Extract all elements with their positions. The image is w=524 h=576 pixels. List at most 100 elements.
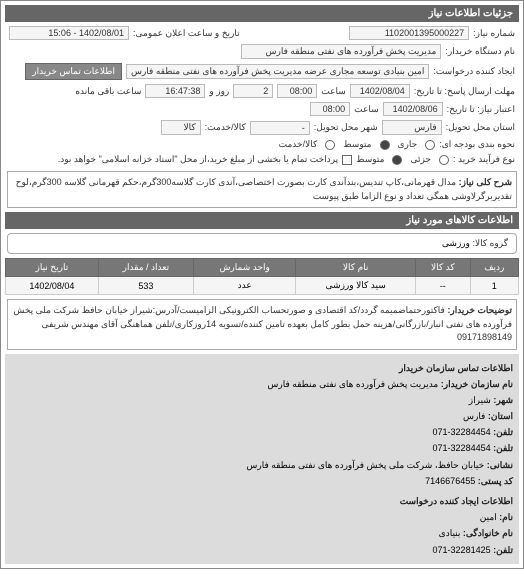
notes-label: توضیحات خریدار:	[447, 305, 512, 315]
phone-label: تلفن:	[493, 545, 513, 555]
row-budget: نحوه بندی بودجه ای: جاری متوسط کالا/خدمت	[5, 137, 519, 152]
buyer-value: مدیریت پخش فرآورده های نفتی منطقه فارس	[241, 44, 441, 59]
day-label: روز و	[209, 86, 229, 97]
desc-text: مدال قهرمانی،کاپ تندیس،بندآندی کارت بصور…	[16, 177, 512, 201]
radio-b2[interactable]	[380, 140, 390, 150]
remain-label: ساعت باقی مانده	[75, 86, 141, 97]
goods-table: ردیف کد کالا نام کالا واحد شمارش تعداد /…	[5, 258, 519, 295]
family-label: نام خانوادگی:	[463, 528, 513, 538]
th-4: تعداد / مقدار	[98, 259, 193, 277]
ccity-label: شهر:	[493, 395, 513, 405]
row-payment: نوع فرآیند خرید : جزئی متوسط پرداخت تمام…	[5, 152, 519, 167]
creator-title: اطلاعات ایجاد کننده درخواست	[11, 493, 513, 509]
delivery-value: فارس	[382, 120, 442, 135]
buyer-label: نام دستگاه خریدار:	[445, 46, 515, 57]
prov-label: استان:	[488, 411, 513, 421]
days-remain: 2	[233, 84, 273, 98]
contact-post-row: کد پستی: 7146676455	[11, 473, 513, 489]
post-label: کد پستی:	[478, 476, 513, 486]
desc-box: شرح کلی نیاز: مدال قهرمانی،کاپ تندیس،بند…	[7, 171, 517, 208]
radio-b1[interactable]	[425, 140, 435, 150]
creator-value: امین بنیادی توسعه مجاری عرضه مدیریت پخش …	[126, 64, 429, 79]
fax-label: تلفن:	[493, 443, 513, 453]
th-1: کد کالا	[416, 259, 471, 277]
budget-label: نحوه بندی بودجه ای:	[439, 139, 515, 150]
tel-label: تلفن:	[493, 427, 513, 437]
time-label-1: ساعت	[321, 86, 346, 97]
goods-value: کالا	[161, 120, 201, 135]
contact-buyer-button[interactable]: اطلاعات تماس خریدار	[25, 63, 122, 80]
radio-p1[interactable]	[439, 155, 449, 165]
header-title: جزئیات اطلاعات نیاز	[5, 5, 519, 22]
row-valid: اعتبار نیاز: تا تاریخ: 1402/08/06 ساعت 0…	[5, 100, 519, 118]
addr-label: نشانی:	[487, 460, 513, 470]
remain-time: 16:47:38	[145, 84, 205, 98]
org-label: نام سازمان خریدار:	[441, 379, 513, 389]
notes-text: فاکتورحتماضمیمه گردد/کد اقتصادی و صورتحس…	[13, 305, 512, 342]
phone-value: 32281425-071	[433, 545, 491, 555]
th-0: ردیف	[470, 259, 518, 277]
reqno-label: شماره نیاز:	[473, 28, 515, 39]
reqno-value: 1102001395000227	[349, 26, 469, 40]
send-date: 1402/08/04	[350, 84, 410, 98]
table-header-row: ردیف کد کالا نام کالا واحد شمارش تعداد /…	[6, 259, 519, 277]
announce-label: تاریخ و ساعت اعلان عمومی:	[133, 28, 240, 39]
valid-date: 1402/08/06	[383, 102, 443, 116]
td-2: سید کالا ورزشی	[296, 277, 416, 295]
creator-name-row: نام: امین	[11, 509, 513, 525]
contact-fax-row: تلفن: 32284454-071	[11, 440, 513, 456]
time-label-2: ساعت	[354, 104, 379, 115]
table-row: 1 -- سید کالا ورزشی عدد 533 1402/08/04	[6, 277, 519, 295]
payment-label: نوع فرآیند خرید :	[453, 154, 515, 165]
group-label: گروه کالا:	[473, 238, 508, 248]
pay-note: پرداخت تمام یا بخشی از مبلغ خرید،از محل …	[58, 154, 338, 165]
budget-radios: جاری متوسط کالا/خدمت	[279, 139, 436, 150]
contact-tel-row: تلفن: 32284454-071	[11, 424, 513, 440]
th-5: تاریخ نیاز	[6, 259, 99, 277]
radio-b3[interactable]	[325, 140, 335, 150]
send-time: 08:00	[277, 84, 317, 98]
prov-value: فارس	[463, 411, 485, 421]
name-value: امین	[480, 512, 497, 522]
ccity-value: شیراز	[469, 395, 491, 405]
delivery-label: استان محل تحویل:	[446, 122, 515, 133]
send-deadline-label: مهلت ارسال پاسخ: تا تاریخ:	[414, 86, 515, 97]
goods-section-title: اطلاعات کالاهای مورد نیاز	[5, 212, 519, 229]
td-5: 1402/08/04	[6, 277, 99, 295]
creator-phone-row: تلفن: 32281425-071	[11, 542, 513, 558]
contact-addr-row: نشانی: خیابان حافظ، شرکت ملی پخش فرآورده…	[11, 457, 513, 473]
td-0: 1	[470, 277, 518, 295]
notes-box: توضیحات خریدار: فاکتورحتماضمیمه گردد/کد …	[7, 299, 517, 350]
th-2: نام کالا	[296, 259, 416, 277]
row-reqno: شماره نیاز: 1102001395000227 تاریخ و ساع…	[5, 24, 519, 42]
td-1: --	[416, 277, 471, 295]
announce-value: 1402/08/01 - 15:06	[9, 26, 129, 40]
group-value: ورزشی	[442, 238, 470, 248]
payment-radios: جزئی متوسط	[356, 154, 449, 165]
fax-value: 32284454-071	[433, 443, 491, 453]
row-delivery: استان محل تحویل: فارس شهر محل تحویل: - ک…	[5, 118, 519, 137]
tel-value: 32284454-071	[433, 427, 491, 437]
name-label: نام:	[499, 512, 513, 522]
pay-checkbox[interactable]	[342, 155, 352, 165]
goods-label: کالا/خدمت:	[205, 122, 246, 133]
radio-p2[interactable]	[392, 155, 402, 165]
creator-label: ایجاد کننده درخواست:	[433, 66, 515, 77]
main-panel: جزئیات اطلاعات نیاز شماره نیاز: 11020013…	[0, 0, 524, 569]
family-value: بنیادی	[439, 528, 461, 538]
td-3: عدد	[194, 277, 296, 295]
valid-time: 08:00	[310, 102, 350, 116]
desc-label: شرح کلی نیاز:	[459, 177, 512, 187]
creator-family-row: نام خانوادگی: بنیادی	[11, 525, 513, 541]
contact-org-row: نام سازمان خریدار: مدیریت پخش فرآورده ها…	[11, 376, 513, 392]
th-3: واحد شمارش	[194, 259, 296, 277]
contact-block: اطلاعات تماس سازمان خریدار نام سازمان خر…	[5, 354, 519, 564]
addr-value: خیابان حافظ، شرکت ملی پخش فرآورده های نف…	[246, 460, 484, 470]
contact-city-row: شهر: شیراز	[11, 392, 513, 408]
city-value: -	[250, 121, 310, 135]
org-value: مدیریت پخش فرآورده های نفتی منطقه فارس	[267, 379, 438, 389]
td-4: 533	[98, 277, 193, 295]
row-send-deadline: مهلت ارسال پاسخ: تا تاریخ: 1402/08/04 سا…	[5, 82, 519, 100]
valid-label: اعتبار نیاز: تا تاریخ:	[447, 104, 515, 115]
contact-prov-row: استان: فارس	[11, 408, 513, 424]
